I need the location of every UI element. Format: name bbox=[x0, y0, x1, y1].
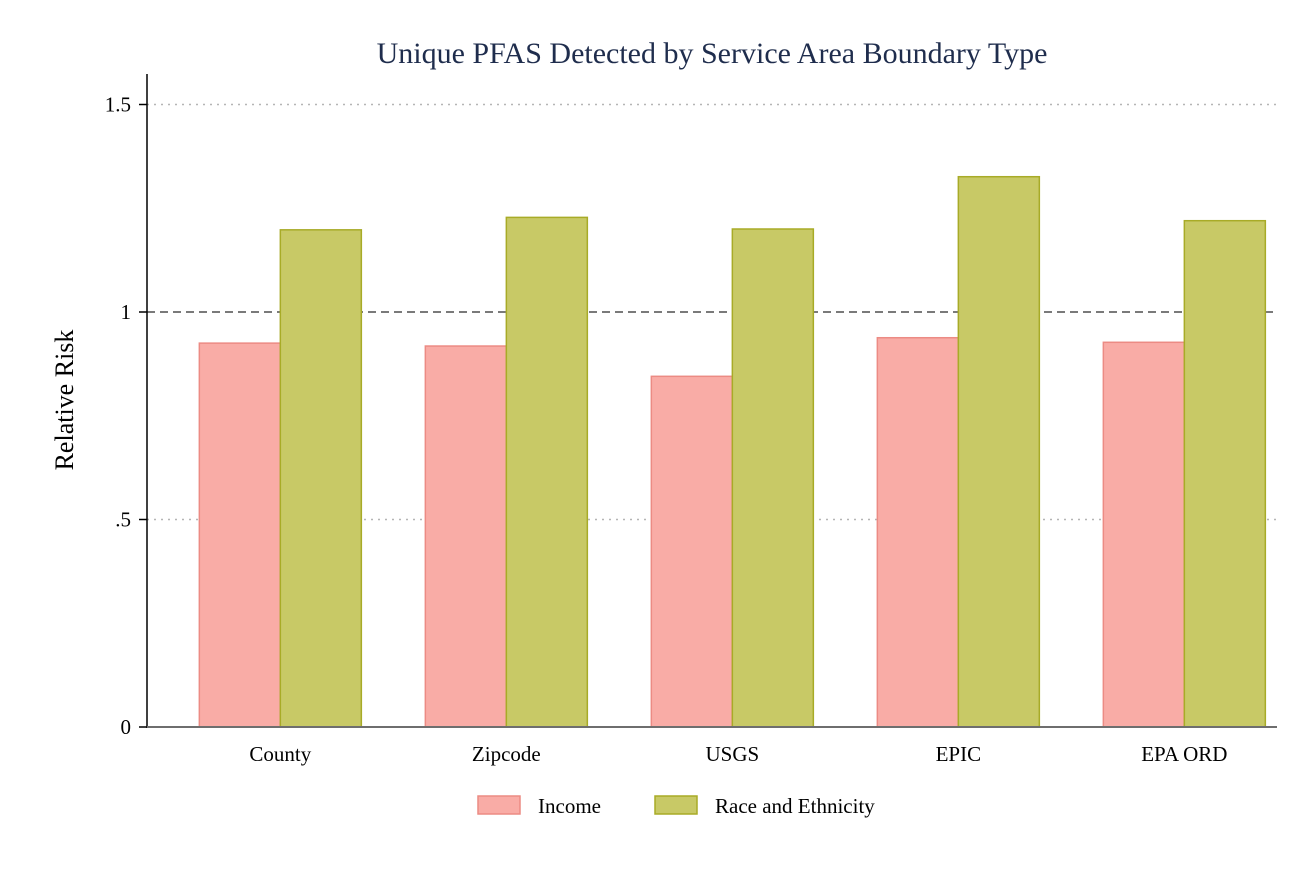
bar-race-and-ethnicity bbox=[1183, 219, 1267, 728]
bar-income bbox=[424, 345, 508, 728]
bar-income bbox=[876, 336, 960, 728]
legend: Income Race and Ethnicity bbox=[477, 794, 875, 818]
bar-income bbox=[650, 375, 734, 728]
y-axis-label: Relative Risk bbox=[50, 330, 79, 471]
x-tick-label: County bbox=[249, 742, 311, 766]
legend-label: Income bbox=[538, 794, 601, 818]
chart-title: Unique PFAS Detected by Service Area Bou… bbox=[377, 37, 1048, 70]
x-tick-label: EPA ORD bbox=[1141, 742, 1227, 766]
x-tick-label: Zipcode bbox=[472, 742, 541, 766]
bar-race-and-ethnicity bbox=[957, 175, 1041, 728]
bar-race-and-ethnicity bbox=[279, 229, 363, 728]
bar-race-and-ethnicity bbox=[731, 228, 815, 728]
legend-label: Race and Ethnicity bbox=[715, 794, 875, 818]
bars bbox=[198, 175, 1267, 728]
legend-swatch bbox=[477, 795, 521, 815]
x-tick-labels: County Zipcode USGS EPIC EPA ORD bbox=[249, 742, 1227, 766]
y-ticks: 0 .5 1 1.5 bbox=[105, 93, 147, 739]
x-tick-label: EPIC bbox=[936, 742, 982, 766]
y-tick-label: 1 bbox=[121, 300, 132, 324]
bar-race-and-ethnicity bbox=[505, 216, 589, 728]
bar-income bbox=[1102, 341, 1186, 728]
legend-swatch bbox=[654, 795, 698, 815]
x-tick-label: USGS bbox=[705, 742, 759, 766]
y-tick-label: 1.5 bbox=[105, 93, 131, 117]
y-tick-label: .5 bbox=[115, 508, 131, 532]
y-tick-label: 0 bbox=[121, 715, 132, 739]
bar-income bbox=[198, 342, 282, 728]
